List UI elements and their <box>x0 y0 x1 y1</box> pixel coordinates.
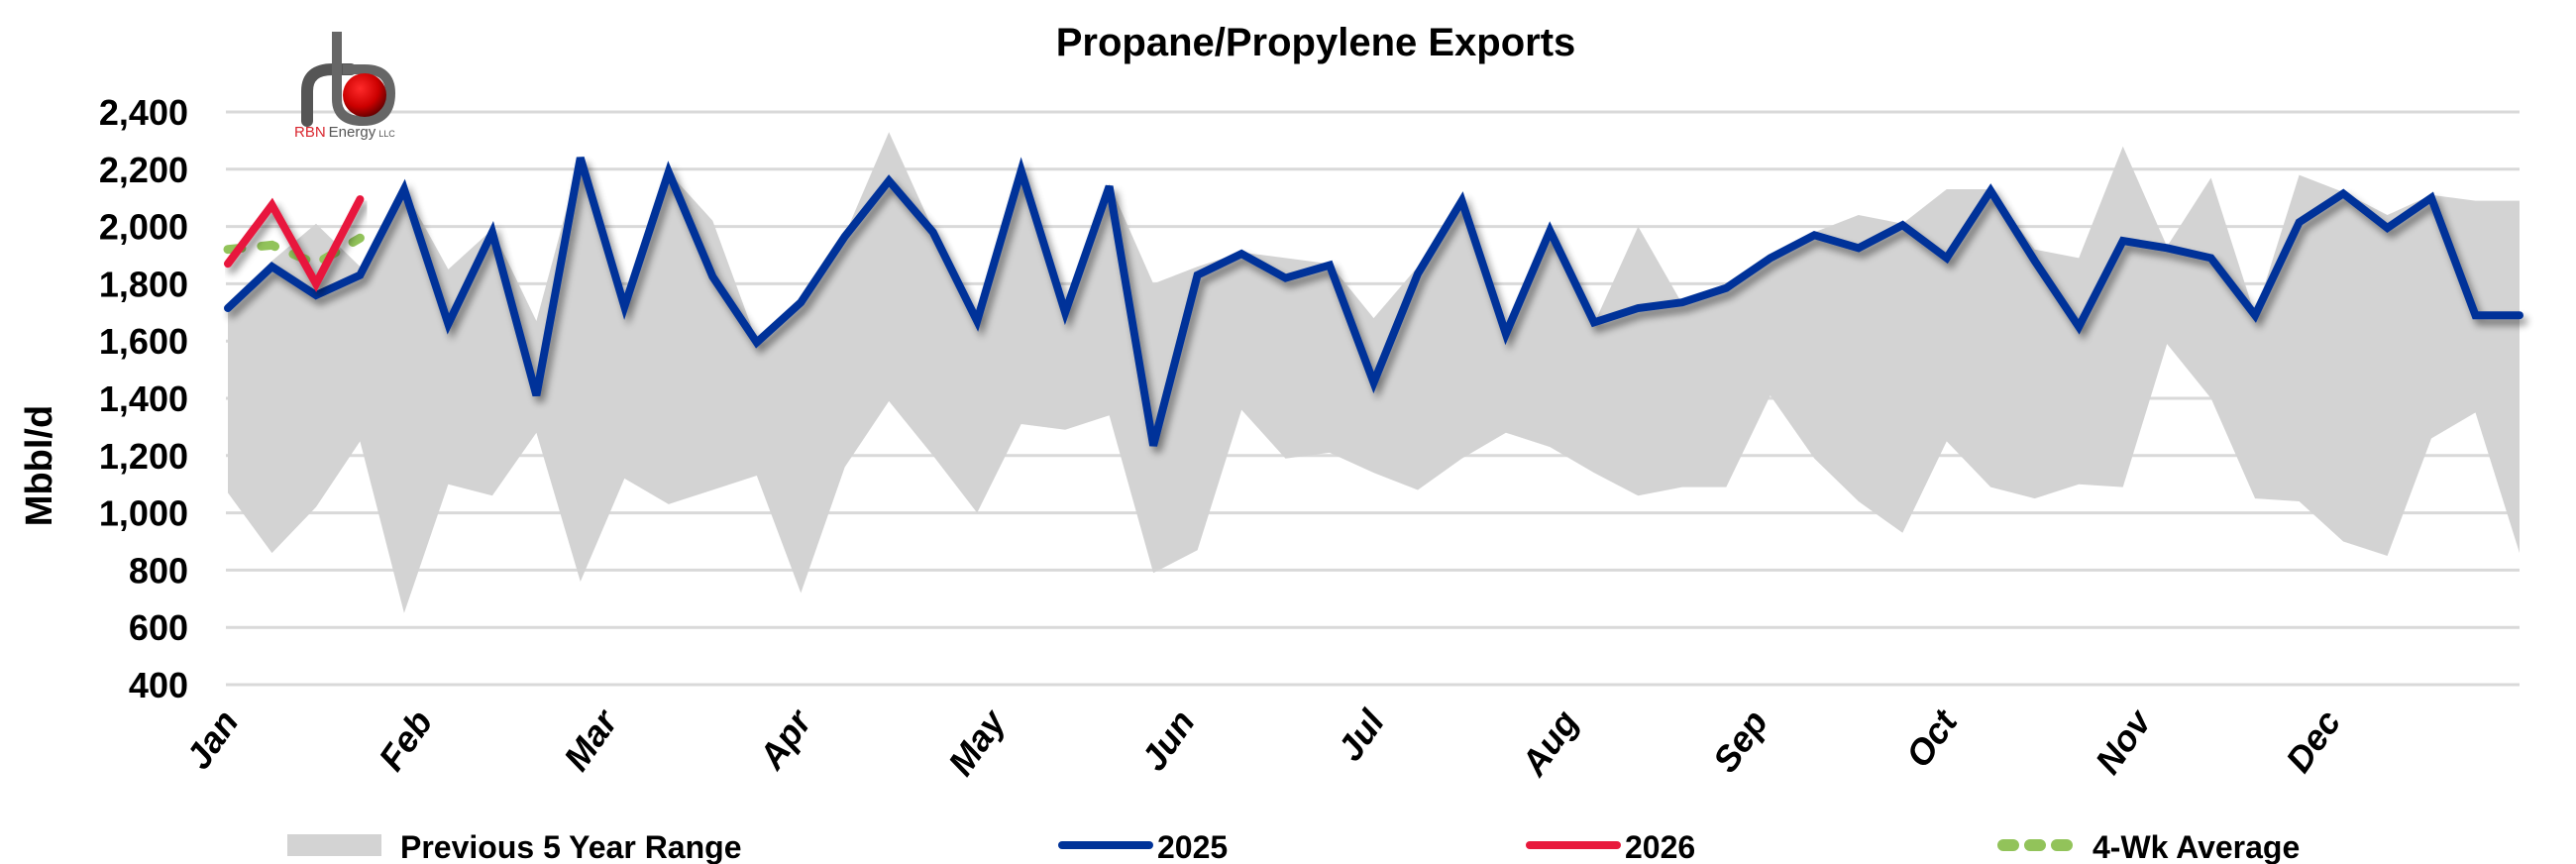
x-tick-label: Nov <box>2087 701 2160 781</box>
svg-text:2025: 2025 <box>1157 829 1228 864</box>
y-axis-ticks: 400 600 800 1,000 1,200 1,400 1,600 1,800 2,000 2… <box>99 92 188 705</box>
range-swatch-icon <box>287 834 381 856</box>
y-tick-label: 800 <box>129 550 188 591</box>
series-4wk-average-line <box>223 233 365 270</box>
y-tick-label: 1,000 <box>99 493 188 534</box>
x-tick-label: Jul <box>1330 702 1393 768</box>
y-tick-label: 2,200 <box>99 150 188 190</box>
logo-ball-icon <box>343 73 386 117</box>
y-tick-label: 600 <box>129 607 188 648</box>
x-tick-label: Mar <box>556 701 626 778</box>
legend-item-2025: 2025 <box>1058 829 1228 864</box>
logo-suffix: LLC <box>378 129 395 139</box>
svg-text:Previous 5 Year Range: Previous 5 Year Range <box>400 829 741 864</box>
legend-item-2026: 2026 <box>1526 829 1695 864</box>
x-tick-label: Oct <box>1897 701 1966 774</box>
y-tick-label: 1,600 <box>99 321 188 362</box>
x-tick-label: Apr <box>750 701 820 777</box>
x-tick-label: Sep <box>1705 702 1775 780</box>
x-tick-label: May <box>940 701 1015 783</box>
x-tick-label: Jan <box>177 702 246 776</box>
legend-item-range: Previous 5 Year Range <box>287 829 741 864</box>
svg-text:4-Wk Average: 4-Wk Average <box>2093 829 2300 864</box>
y-tick-label: 1,400 <box>99 378 188 419</box>
chart-title: Propane/Propylene Exports <box>1056 21 1576 64</box>
x-tick-label: Jun <box>1132 702 1202 778</box>
svg-text:2026: 2026 <box>1625 829 1695 864</box>
series-2025-line <box>224 157 2523 447</box>
legend: Previous 5 Year Range 2025 2026 4-Wk Ave… <box>287 829 2300 864</box>
legend-item-4wk-average: 4-Wk Average <box>1997 829 2300 864</box>
logo-name: Energy <box>329 124 376 141</box>
logo-pipe-b-icon <box>332 32 396 127</box>
logo-brand: RBN <box>294 124 326 141</box>
y-tick-label: 2,000 <box>99 207 188 248</box>
y-tick-label: 1,800 <box>99 264 188 304</box>
x-tick-label: Dec <box>2278 702 2348 780</box>
y-axis-label: Mbbl/d <box>19 405 60 526</box>
y-tick-label: 1,200 <box>99 436 188 477</box>
x-tick-label: Feb <box>371 702 440 778</box>
rbn-energy-logo: RBN Energy LLC <box>294 32 395 141</box>
y-tick-label: 400 <box>129 665 188 705</box>
y-tick-label: 2,400 <box>99 92 188 133</box>
x-axis-ticks: Jan Feb Mar Apr May Jun Jul Aug Sep Oct Nov Dec <box>177 701 2348 783</box>
x-tick-label: Aug <box>1512 702 1585 784</box>
series-2026-line <box>224 195 365 292</box>
